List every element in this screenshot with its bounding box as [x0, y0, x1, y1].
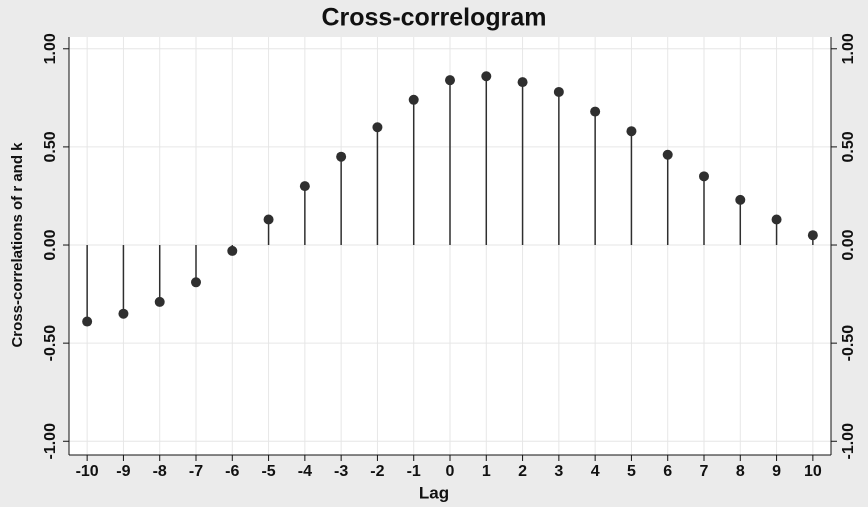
y2-tick-label: -1.00	[840, 423, 857, 460]
stem-marker	[626, 126, 637, 137]
y-tick-label: 0.00	[42, 229, 59, 260]
stem-marker	[227, 245, 238, 256]
x-axis-label: Lag	[419, 483, 449, 502]
x-tick-label: -3	[334, 463, 348, 480]
y-tick-label: 1.00	[42, 33, 59, 64]
y2-tick-label: 0.00	[840, 229, 857, 260]
y-axis-label: Cross-correlations of r and k	[9, 142, 26, 348]
x-tick-label: 2	[518, 463, 527, 480]
stem-marker	[699, 171, 709, 182]
stem-marker	[336, 151, 347, 162]
x-tick-label: 5	[627, 463, 636, 480]
x-tick-label: -1	[407, 463, 421, 480]
x-tick-label: -9	[116, 463, 130, 480]
y2-tick-label: 1.00	[840, 33, 857, 64]
stem-marker	[553, 86, 564, 97]
stem-marker	[372, 122, 383, 133]
stem-marker	[771, 214, 782, 225]
y-tick-label: -0.50	[42, 325, 59, 362]
x-tick-label: -7	[189, 463, 203, 480]
x-tick-label: 4	[591, 463, 600, 480]
stem-marker	[408, 94, 419, 105]
stem-marker	[445, 75, 455, 86]
stem-marker	[191, 277, 201, 288]
x-tick-label: 0	[446, 463, 455, 480]
x-tick-label: -5	[261, 463, 275, 480]
y-tick-label: -1.00	[42, 423, 59, 460]
x-tick-label: 1	[482, 463, 491, 480]
x-tick-label: 3	[554, 463, 563, 480]
x-tick-label: -2	[370, 463, 384, 480]
stem-marker	[299, 181, 310, 192]
x-tick-label: -8	[153, 463, 167, 480]
stem-marker	[263, 214, 274, 225]
x-tick-label: -4	[298, 463, 312, 480]
stem-marker	[154, 296, 165, 307]
stem-marker	[662, 149, 673, 160]
y2-tick-label: 0.50	[840, 131, 857, 162]
x-tick-label: 8	[736, 463, 745, 480]
x-tick-label: -10	[76, 463, 99, 480]
stem-marker	[82, 316, 93, 327]
x-tick-label: 7	[700, 463, 709, 480]
stem-marker	[590, 106, 601, 117]
y2-tick-label: -0.50	[840, 325, 857, 362]
x-tick-label: 9	[772, 463, 781, 480]
stem-marker	[735, 194, 746, 205]
x-tick-label: -6	[225, 463, 239, 480]
x-tick-label: 10	[804, 463, 822, 480]
stem-marker	[517, 77, 528, 88]
stem-marker	[118, 308, 129, 319]
stem-marker	[481, 71, 492, 82]
y-tick-label: 0.50	[42, 131, 59, 162]
x-tick-label: 6	[663, 463, 672, 480]
chart-title: Cross-correlogram	[321, 4, 546, 32]
stem-marker	[807, 230, 818, 241]
